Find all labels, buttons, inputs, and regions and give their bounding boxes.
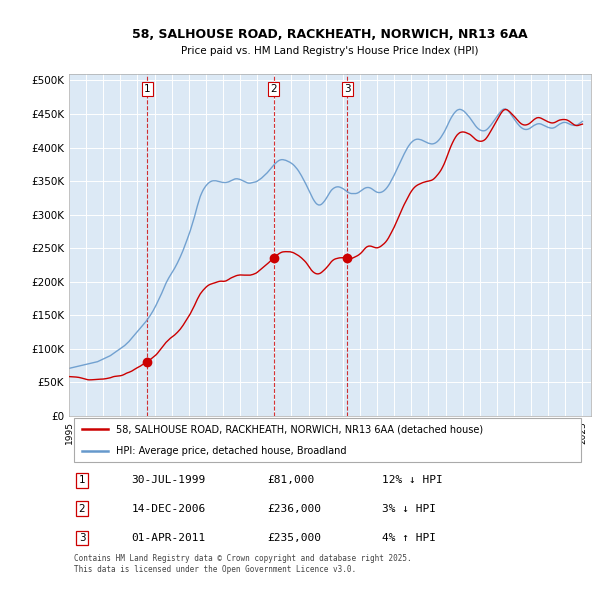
Text: 1: 1 xyxy=(79,476,85,486)
FancyBboxPatch shape xyxy=(74,418,581,463)
Text: 2: 2 xyxy=(271,84,277,94)
Text: HPI: Average price, detached house, Broadland: HPI: Average price, detached house, Broa… xyxy=(116,446,346,456)
Text: 12% ↓ HPI: 12% ↓ HPI xyxy=(382,476,443,486)
Text: 58, SALHOUSE ROAD, RACKHEATH, NORWICH, NR13 6AA (detached house): 58, SALHOUSE ROAD, RACKHEATH, NORWICH, N… xyxy=(116,424,483,434)
Text: 2: 2 xyxy=(79,504,85,514)
Text: £236,000: £236,000 xyxy=(268,504,322,514)
Text: 30-JUL-1999: 30-JUL-1999 xyxy=(131,476,206,486)
Text: £235,000: £235,000 xyxy=(268,533,322,543)
Text: 3% ↓ HPI: 3% ↓ HPI xyxy=(382,504,436,514)
Text: 3: 3 xyxy=(344,84,350,94)
Text: 58, SALHOUSE ROAD, RACKHEATH, NORWICH, NR13 6AA: 58, SALHOUSE ROAD, RACKHEATH, NORWICH, N… xyxy=(132,28,528,41)
Text: Price paid vs. HM Land Registry's House Price Index (HPI): Price paid vs. HM Land Registry's House … xyxy=(181,46,479,56)
Text: 1: 1 xyxy=(144,84,151,94)
Text: 14-DEC-2006: 14-DEC-2006 xyxy=(131,504,206,514)
Text: Contains HM Land Registry data © Crown copyright and database right 2025.
This d: Contains HM Land Registry data © Crown c… xyxy=(74,555,412,573)
Text: 4% ↑ HPI: 4% ↑ HPI xyxy=(382,533,436,543)
Text: £81,000: £81,000 xyxy=(268,476,314,486)
Text: 01-APR-2011: 01-APR-2011 xyxy=(131,533,206,543)
Text: 3: 3 xyxy=(79,533,85,543)
